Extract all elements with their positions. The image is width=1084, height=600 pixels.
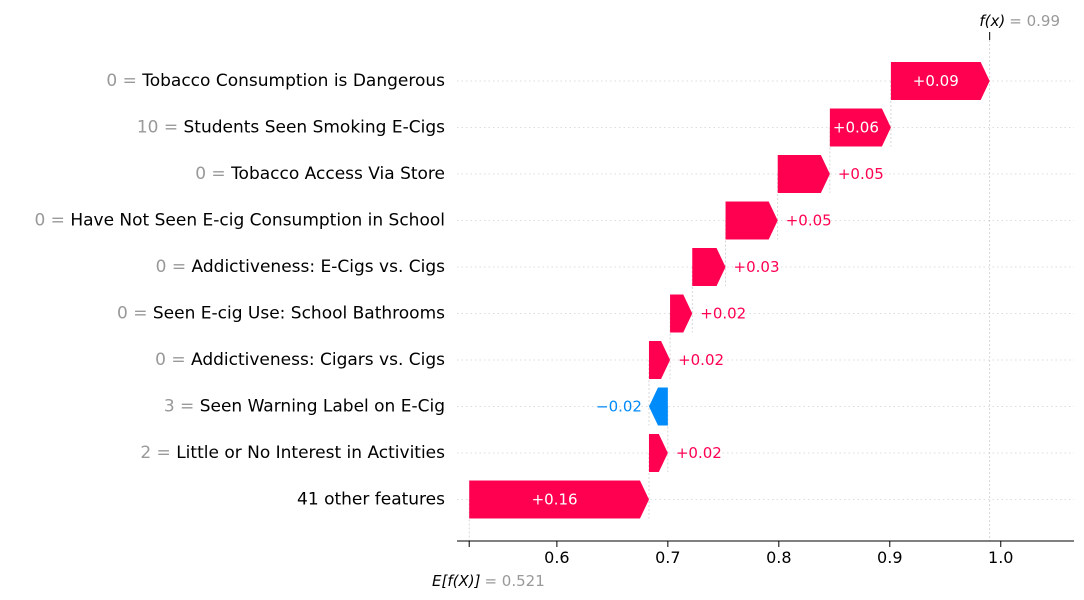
contribution-label: +0.02	[676, 444, 722, 462]
base-value: 0.521	[502, 572, 545, 590]
base-value-label: E[f(X)] = 0.521	[432, 572, 545, 590]
feature-name: 41 other features	[297, 490, 445, 510]
feature-name: Tobacco Consumption is Dangerous	[141, 71, 445, 91]
x-tick-label: 0.6	[544, 548, 569, 567]
contribution-label: +0.16	[532, 491, 578, 509]
feature-value: 3 =	[164, 397, 200, 417]
feature-name: Seen Warning Label on E-Cig	[200, 397, 445, 417]
output-value-label: f(x) = 0.99	[979, 12, 1060, 30]
contribution-label: +0.09	[913, 72, 959, 90]
x-tick-label: 0.8	[766, 548, 791, 567]
x-tick-label: 1.0	[988, 548, 1013, 567]
contribution-bar	[890, 62, 990, 100]
feature-label: 2 = Little or No Interest in Activities	[140, 443, 445, 463]
feature-name: Seen E-cig Use: School Bathrooms	[153, 304, 445, 324]
contribution-label: +0.02	[678, 351, 724, 369]
feature-label: 3 = Seen Warning Label on E-Cig	[164, 397, 445, 417]
contribution-label: +0.06	[833, 119, 879, 137]
base-label: E[f(X)]	[432, 572, 481, 590]
contribution-bar	[692, 248, 726, 286]
feature-label: 41 other features	[297, 490, 445, 510]
x-axis: 0.6 0.7 0.8 0.9 1.0	[457, 32, 1074, 567]
contribution-bar	[829, 108, 891, 147]
feature-name: Tobacco Access Via Store	[230, 164, 445, 184]
contribution-label: +0.05	[838, 165, 884, 183]
value-annotations: f(x) = 0.99 E[f(X)] = 0.521	[432, 12, 1060, 590]
feature-label: 0 = Seen E-cig Use: School Bathrooms	[117, 304, 445, 324]
feature-value: 0 =	[155, 350, 191, 370]
connector-guides	[468, 36, 991, 545]
contribution-bar	[725, 201, 778, 240]
feature-name: Students Seen Smoking E-Cigs	[184, 118, 446, 138]
contribution-label: −0.02	[596, 398, 642, 416]
feature-value: 0 =	[156, 257, 192, 277]
output-label: f(x)	[979, 12, 1005, 30]
contribution-bars: +0.09 +0.06 +0.05 +0.05 +0.03 +0.02 +0.02 −0.02…	[469, 62, 990, 519]
feature-value: 0 =	[34, 211, 70, 231]
feature-value: 2 =	[140, 443, 176, 463]
feature-name: Have Not Seen E-cig Consumption in Schoo…	[70, 211, 445, 231]
contribution-bar	[648, 341, 671, 379]
feature-label: 0 = Addictiveness: E-Cigs vs. Cigs	[156, 257, 445, 277]
contribution-bar	[469, 480, 649, 519]
feature-label: 0 = Have Not Seen E-cig Consumption in S…	[34, 211, 445, 231]
feature-name: Addictiveness: E-Cigs vs. Cigs	[192, 257, 446, 277]
feature-name: Little or No Interest in Activities	[176, 443, 445, 463]
row-gridlines	[457, 80, 1074, 500]
contribution-label: +0.03	[734, 258, 780, 276]
contribution-bar	[648, 387, 668, 426]
feature-label: 0 = Tobacco Access Via Store	[195, 164, 445, 184]
feature-value: 10 =	[137, 118, 184, 138]
x-tick-label: 0.9	[877, 548, 902, 567]
feature-value: 0 =	[195, 164, 231, 184]
feature-labels: 0 = Tobacco Consumption is Dangerous 10 =…	[34, 71, 445, 510]
feature-label: 0 = Addictiveness: Cigars vs. Cigs	[155, 350, 445, 370]
feature-value: 0 =	[106, 71, 142, 91]
feature-label: 10 = Students Seen Smoking E-Cigs	[137, 118, 445, 138]
x-tick-label: 0.7	[655, 548, 680, 567]
feature-name: Addictiveness: Cigars vs. Cigs	[191, 350, 445, 370]
contribution-bar	[777, 155, 830, 193]
contribution-bar	[670, 294, 693, 333]
contribution-bar	[648, 434, 668, 472]
output-value: 0.99	[1027, 12, 1060, 30]
feature-label: 0 = Tobacco Consumption is Dangerous	[106, 71, 445, 91]
feature-value: 0 =	[117, 304, 153, 324]
contribution-label: +0.05	[786, 212, 832, 230]
contribution-label: +0.02	[700, 305, 746, 323]
